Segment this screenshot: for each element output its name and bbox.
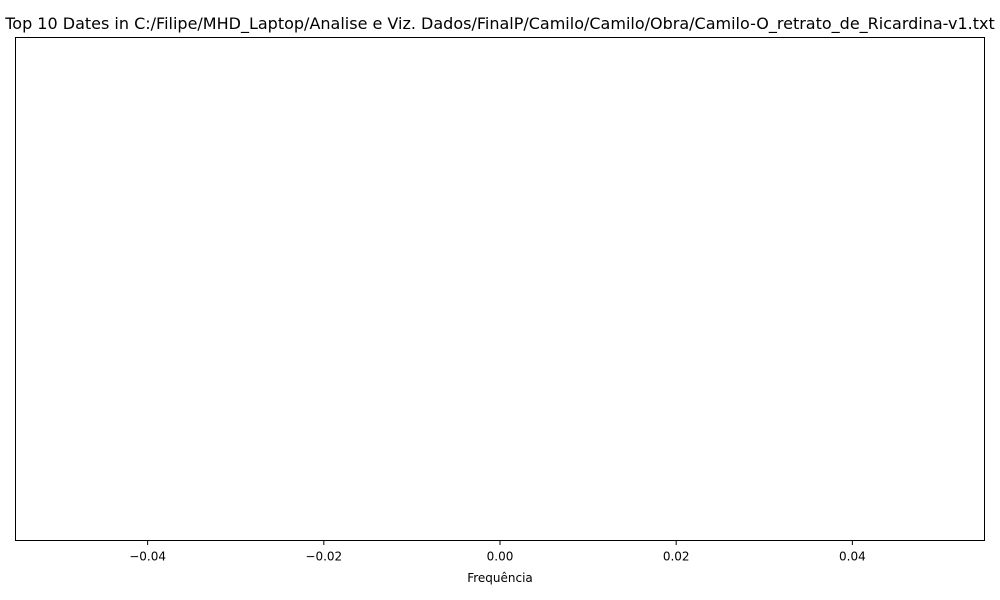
x-tick-label: −0.02 [305, 550, 342, 564]
x-tick-label: 0.02 [663, 550, 690, 564]
x-axis-ticks: −0.04 −0.02 0.00 0.02 0.04 [129, 540, 866, 564]
x-tick-label: −0.04 [129, 550, 166, 564]
x-tick-label: 0.04 [839, 550, 866, 564]
x-axis-label: Frequência [467, 571, 533, 585]
plot-area [15, 37, 985, 541]
x-tick-label: 0.00 [487, 550, 514, 564]
chart-title: Top 10 Dates in C:/Filipe/MHD_Laptop/Ana… [4, 14, 995, 34]
